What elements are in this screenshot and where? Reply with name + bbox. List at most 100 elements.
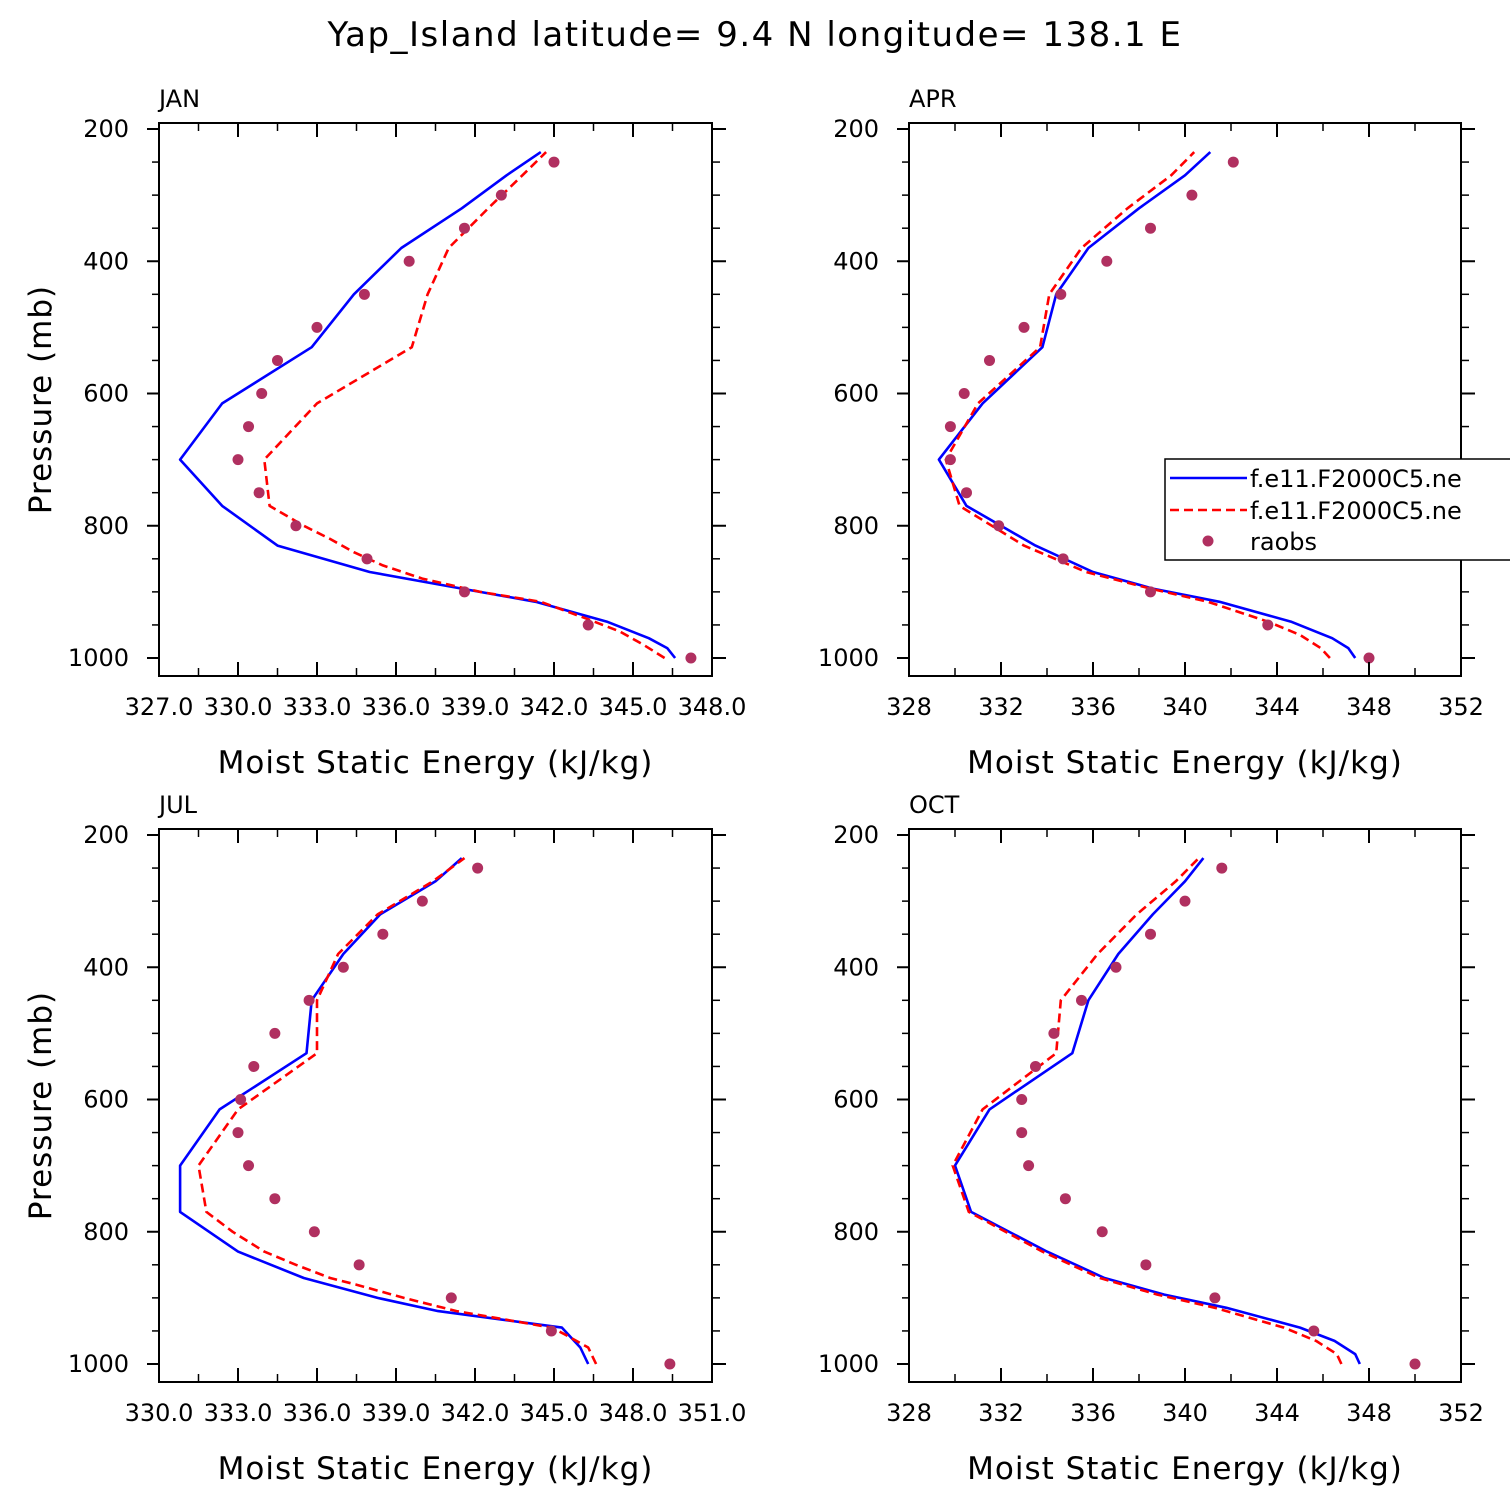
plot-frame [908,122,1462,677]
raobs-point [495,189,507,201]
panel-label: APR [909,85,957,113]
model2-line [944,151,1331,659]
x-tick-label: 348 [1346,693,1392,721]
panel-label: OCT [909,791,960,819]
raobs-point [358,288,370,300]
y-tick-label: 800 [833,1218,879,1246]
x-tick-label: 332 [978,693,1024,721]
raobs-point [290,520,302,532]
raobs-point [445,1292,457,1304]
raobs-point [353,1259,365,1271]
y-tick-label: 1000 [68,644,129,672]
raobs-point [1030,1060,1041,1072]
legend-marker [1202,535,1214,547]
raobs-point [253,487,265,499]
y-tick-label: 200 [833,115,879,143]
raobs-point [232,454,244,466]
panel-jul: 330.0 333.0 336.0 339.0 342.0 345.0 348.0 351.0… [23,791,747,1487]
y-tick-label: 600 [83,1086,129,1114]
panel-jan: 327.0 330.0 333.0 336.0 339.0 342.0 345.0 348.0… [23,85,747,781]
raobs-point [1209,1292,1221,1304]
raobs-point [1018,321,1030,333]
y-tick-label: 800 [833,512,879,540]
y-tick-label: 200 [83,821,129,849]
x-tick-label: 328 [886,1399,932,1427]
raobs-point [308,1226,320,1238]
raobs-point [472,862,484,874]
x-tick-label: 336 [1070,1399,1116,1427]
x-tick-label: 344 [1254,693,1300,721]
x-tick-label: 345.0 [520,1399,589,1427]
x-tick-label: 336.0 [362,693,431,721]
x-tick-label: 345.0 [599,693,668,721]
x-axis-label: Moist Static Energy (kJ/kg) [218,745,654,781]
raobs-point [1059,1193,1071,1205]
x-tick-label: 352 [1438,693,1484,721]
raobs-point [1076,994,1087,1006]
x-tick-label: 340 [1162,1399,1208,1427]
x-tick-label: 336.0 [283,1399,352,1427]
x-tick-label: 336 [1070,693,1116,721]
x-tick-label: 330.0 [204,693,273,721]
x-tick-label: 342.0 [520,693,589,721]
x-tick-label: 333.0 [283,693,352,721]
raobs-point [337,961,349,973]
raobs-point [243,1160,255,1172]
model2-line [197,857,598,1365]
x-tick-label: 332 [978,1399,1024,1427]
raobs-point [232,1127,244,1139]
y-tick-label: 600 [83,380,129,408]
raobs-point [1227,156,1239,168]
panel-label: JAN [157,85,200,113]
raobs-point [993,520,1005,532]
y-tick-label: 200 [83,115,129,143]
x-tick-label: 339.0 [441,693,510,721]
x-tick-label: 348.0 [678,693,747,721]
y-tick-label: 800 [83,1218,129,1246]
raobs-point [1308,1325,1320,1337]
raobs-point [545,1325,557,1337]
raobs-point [1055,288,1067,300]
plot-frame [158,122,713,677]
panel-apr: 328 332 336 340 344 348 352 200 400 600 800 1000 AP… [818,85,1484,781]
raobs-point [458,222,470,234]
y-tick-label: 200 [833,821,879,849]
x-axis-label: Moist Static Energy (kJ/kg) [218,1451,654,1487]
x-axis-label: Moist Static Energy (kJ/kg) [967,745,1403,781]
figure-title: Yap_Island latitude= 9.4 N longitude= 13… [327,15,1183,55]
x-tick-label: 344 [1254,1399,1300,1427]
raobs-point [416,895,428,907]
raobs-point [1101,255,1113,267]
y-tick-label: 1000 [68,1350,129,1378]
legend-label-model1: f.e11.F2000C5.ne [1250,465,1462,493]
raobs-point [1016,1127,1028,1139]
x-tick-label: 348 [1346,1399,1392,1427]
raobs-point [1216,862,1228,874]
x-tick-label: 327.0 [125,693,194,721]
model2-line [951,857,1343,1365]
raobs-point [256,388,268,399]
raobs-point [269,1193,281,1205]
x-tick-label: 351.0 [678,1399,747,1427]
raobs-point [984,354,995,366]
legend-label-model2: f.e11.F2000C5.ne [1250,497,1462,525]
raobs-point [1110,961,1122,973]
x-tick-label: 333.0 [204,1399,273,1427]
legend: f.e11.F2000C5.ne f.e11.F2000C5.ne raobs [1164,458,1510,561]
model1-line [178,151,677,659]
raobs-point [235,1094,247,1105]
raobs-point [1262,619,1274,631]
y-tick-label: 400 [833,953,879,981]
y-axis-label: Pressure (mb) [23,991,59,1220]
raobs-point [243,421,255,433]
y-tick-label: 400 [83,247,129,275]
raobs-point [303,994,315,1006]
y-tick-label: 400 [833,247,879,275]
raobs-point [248,1060,260,1072]
x-tick-label: 330.0 [125,1399,194,1427]
raobs-point [269,1027,281,1039]
raobs-point [377,928,389,940]
raobs-point [958,388,970,399]
raobs-point [1179,895,1191,907]
